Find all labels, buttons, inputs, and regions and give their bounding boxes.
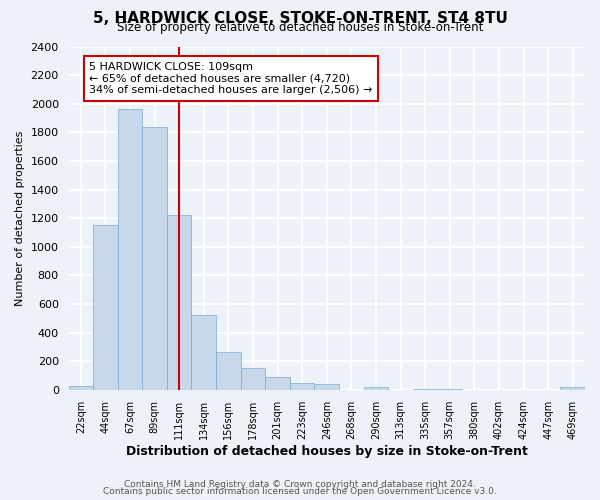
Bar — [167, 216, 191, 390]
Text: Contains HM Land Registry data © Crown copyright and database right 2024.: Contains HM Land Registry data © Crown c… — [124, 480, 476, 489]
X-axis label: Distribution of detached houses by size in Stoke-on-Trent: Distribution of detached houses by size … — [126, 444, 528, 458]
Text: 5, HARDWICK CLOSE, STOKE-ON-TRENT, ST4 8TU: 5, HARDWICK CLOSE, STOKE-ON-TRENT, ST4 8… — [92, 11, 508, 26]
Bar — [241, 368, 265, 390]
Bar — [290, 384, 314, 390]
Bar — [265, 377, 290, 390]
Bar — [142, 126, 167, 390]
Bar — [118, 110, 142, 390]
Text: Contains public sector information licensed under the Open Government Licence v3: Contains public sector information licen… — [103, 487, 497, 496]
Text: Size of property relative to detached houses in Stoke-on-Trent: Size of property relative to detached ho… — [117, 22, 483, 35]
Bar — [68, 386, 93, 390]
Bar — [413, 389, 437, 390]
Bar — [560, 387, 585, 390]
Bar — [314, 384, 339, 390]
Bar — [364, 387, 388, 390]
Text: 5 HARDWICK CLOSE: 109sqm
← 65% of detached houses are smaller (4,720)
34% of sem: 5 HARDWICK CLOSE: 109sqm ← 65% of detach… — [89, 62, 373, 95]
Y-axis label: Number of detached properties: Number of detached properties — [15, 130, 25, 306]
Bar — [191, 316, 216, 390]
Bar — [93, 226, 118, 390]
Bar — [216, 352, 241, 390]
Bar — [437, 389, 462, 390]
